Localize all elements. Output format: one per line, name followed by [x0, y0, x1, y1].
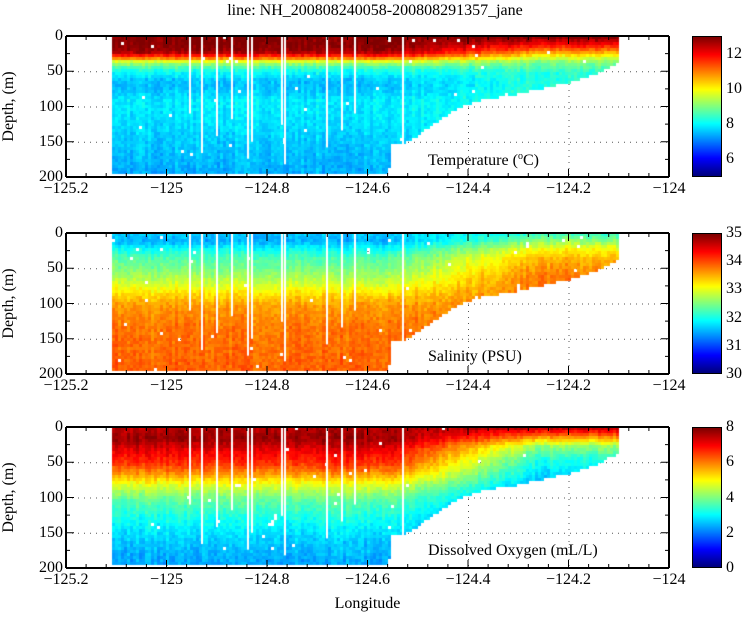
colorbar-tick-label: 0 [726, 559, 734, 576]
plot-area-temperature [65, 35, 670, 178]
colorbar-tick-label: 30 [726, 365, 742, 382]
colorbar-tick-label: 33 [726, 280, 742, 298]
y-axis-label: Depth, (m) [0, 268, 17, 339]
x-tick-label: −124.4 [445, 180, 491, 197]
colorbar-oxygen [692, 427, 722, 568]
colorbar-tick-label: 8 [726, 115, 734, 133]
colorbar-tick-label: 35 [726, 224, 742, 241]
y-tick-label: 150 [39, 132, 63, 150]
colorbar-tick-label: 8 [726, 418, 734, 435]
colorbar-tick-label: 4 [726, 488, 734, 506]
x-axis-label: Longitude [334, 595, 401, 612]
x-tick-label: −125.2 [43, 571, 89, 588]
y-tick-label: 150 [39, 523, 63, 541]
colorbar-salinity [692, 233, 722, 374]
x-tick-label: −124.8 [244, 571, 290, 588]
x-tick-label: −124.2 [545, 180, 592, 197]
y-tick-label: 50 [47, 62, 63, 80]
y-tick-label: 0 [55, 418, 63, 435]
x-tick-label: −125 [149, 180, 184, 197]
y-tick-label: 150 [39, 329, 63, 347]
y-tick-label: 0 [55, 224, 63, 241]
colorbar-tick-label: 34 [726, 252, 742, 270]
x-tick-label: −124.6 [344, 571, 391, 588]
x-tick-label: −124.8 [244, 180, 290, 197]
x-tick-label: −124 [652, 377, 686, 394]
plot-area-oxygen [65, 426, 670, 569]
colorbar-tick-label: 6 [726, 453, 734, 471]
colorbar-tick-label: 31 [726, 336, 742, 354]
axes-frame [65, 35, 670, 178]
colorbar-tick-label: 12 [726, 44, 742, 62]
y-tick-label: 50 [47, 259, 63, 277]
plot-area-salinity [65, 232, 670, 375]
colorbar-tick-label: 6 [726, 150, 734, 168]
colorbar-temperature [692, 36, 722, 177]
panel-annotation: Dissolved Oxygen (mL/L) [428, 542, 598, 559]
y-tick-label: 100 [39, 97, 63, 115]
y-tick-label: 100 [39, 488, 63, 506]
axes-frame [65, 426, 670, 569]
x-tick-label: −124.6 [344, 180, 391, 197]
heatmap-temperature [66, 36, 669, 177]
colorbar-tick-label: 32 [726, 308, 742, 326]
x-tick-label: −124 [652, 571, 686, 588]
y-tick-label: 0 [55, 27, 63, 44]
x-tick-label: −124.6 [344, 377, 391, 394]
x-tick-label: −125.2 [43, 180, 89, 197]
x-tick-label: −125 [149, 377, 184, 394]
panel-annotation: Temperature (oC) [428, 151, 539, 169]
x-tick-label: −124.2 [545, 571, 592, 588]
x-tick-label: −124.4 [445, 377, 491, 394]
y-tick-label: 200 [39, 559, 63, 576]
heatmap-salinity [66, 233, 669, 374]
y-tick-label: 50 [47, 453, 63, 471]
y-tick-label: 200 [39, 365, 63, 382]
panel-annotation: Salinity (PSU) [428, 348, 522, 365]
colorbar-tick-label: 2 [726, 523, 734, 541]
heatmap-oxygen [66, 427, 669, 568]
y-tick-label: 200 [39, 168, 63, 185]
x-tick-label: −124.4 [445, 571, 491, 588]
y-axis-label: Depth, (m) [0, 71, 17, 142]
y-axis-label: Depth, (m) [0, 462, 17, 533]
axes-frame [65, 232, 670, 375]
x-tick-label: −124.2 [545, 377, 592, 394]
colorbar-gradient [693, 234, 721, 373]
colorbar-gradient [693, 428, 721, 567]
colorbar-tick-label: 10 [726, 79, 742, 97]
x-tick-label: −125.2 [43, 377, 89, 394]
x-tick-label: −124 [652, 180, 686, 197]
x-tick-label: −124.8 [244, 377, 290, 394]
x-tick-label: −125 [149, 571, 184, 588]
figure-title: line: NH_200808240058-200808291357_jane [227, 2, 523, 19]
y-tick-label: 100 [39, 294, 63, 312]
colorbar-gradient [693, 37, 721, 176]
